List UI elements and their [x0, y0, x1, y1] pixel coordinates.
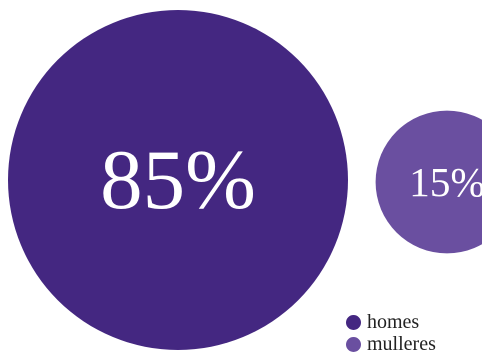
bubble-mulleres	[375, 110, 482, 254]
legend-label-mulleres: mulleres	[367, 333, 436, 355]
bubbles-group: 85% 15%	[8, 10, 482, 350]
legend-item-homes: homes	[346, 311, 436, 333]
legend-item-mulleres: mulleres	[346, 333, 436, 355]
legend-swatch-mulleres	[346, 336, 361, 352]
legend-label-homes: homes	[367, 311, 420, 333]
bubble-homes	[8, 10, 348, 350]
legend: homes mulleres	[346, 311, 436, 355]
legend-swatch-homes	[346, 314, 361, 330]
bubble-label-homes: 85%	[100, 133, 256, 227]
bubble-label-mulleres: 15%	[409, 159, 482, 205]
